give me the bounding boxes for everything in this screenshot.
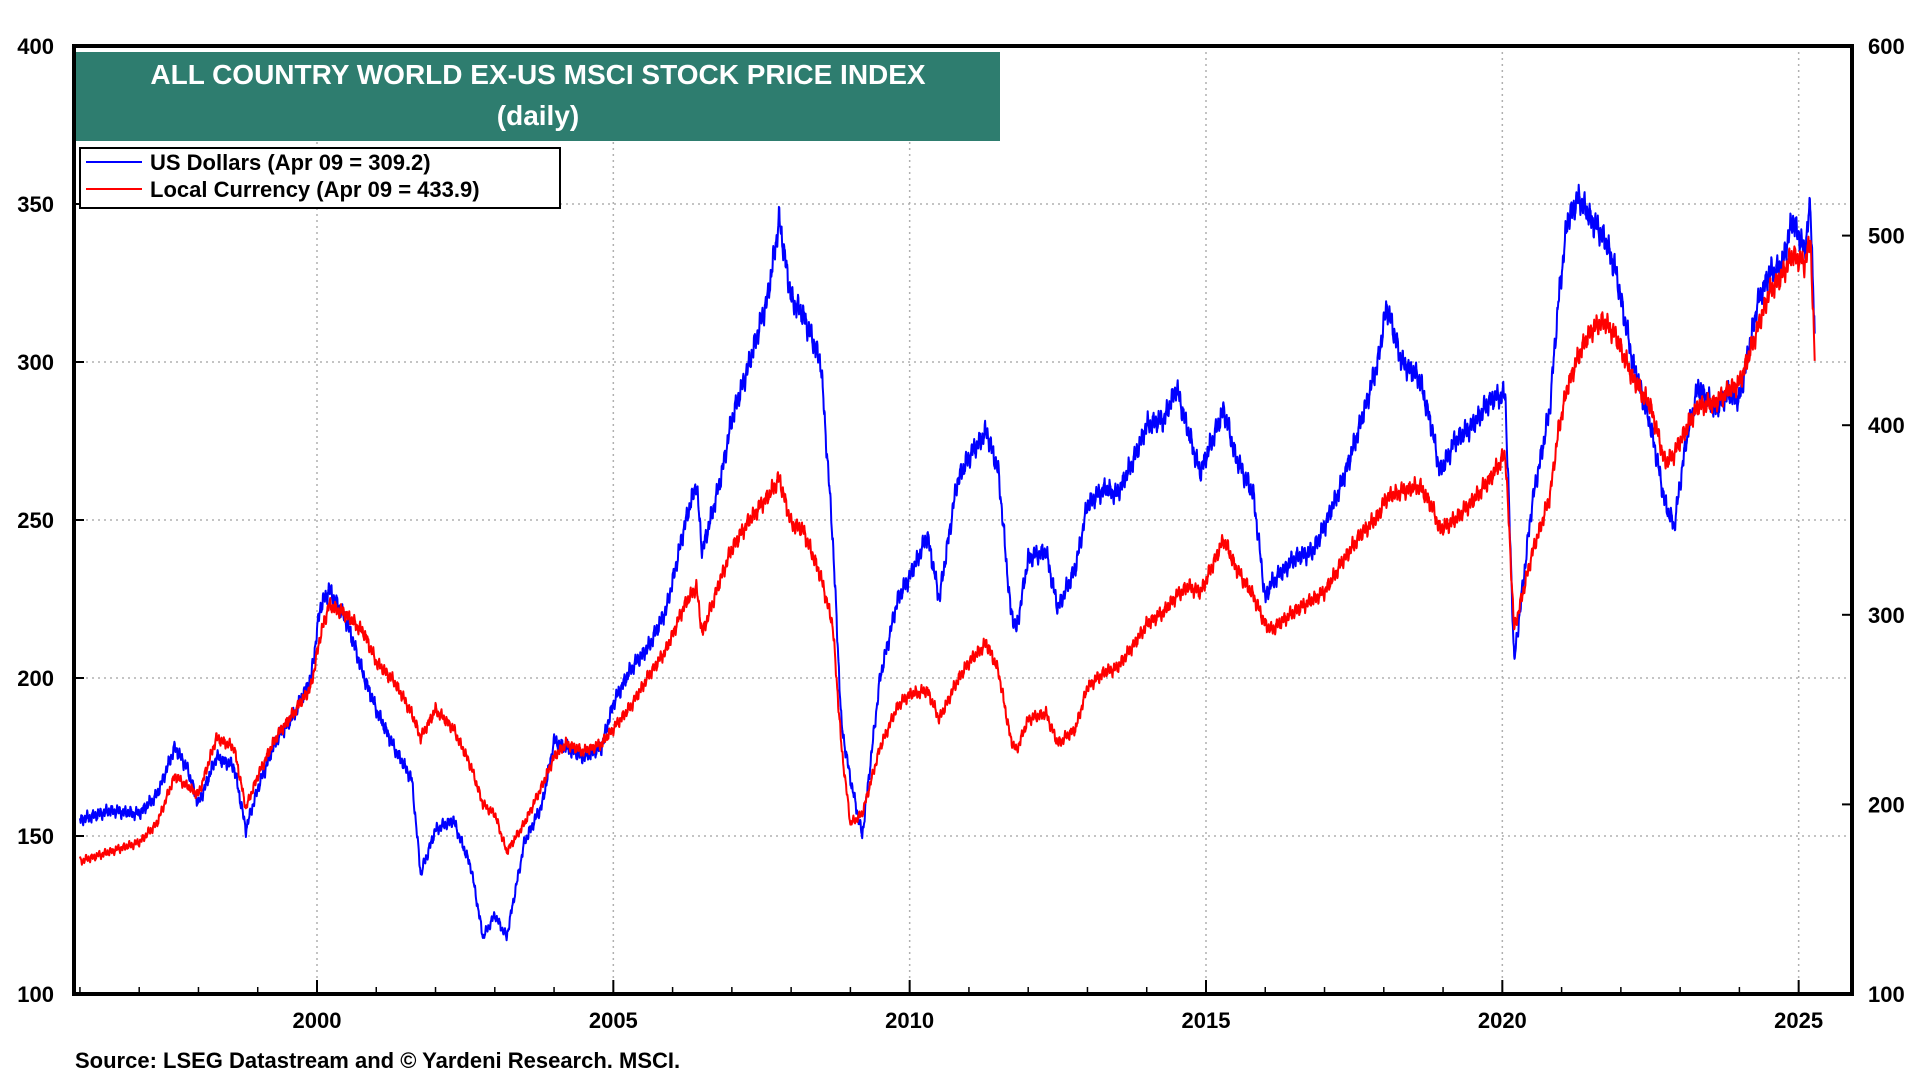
legend-label-usd: US Dollars (Apr 09 = 309.2) bbox=[150, 150, 431, 175]
y-left-tick-label: 350 bbox=[17, 192, 54, 217]
legend: US Dollars (Apr 09 = 309.2) Local Curren… bbox=[79, 147, 561, 209]
chart-subtitle: (daily) bbox=[497, 100, 579, 131]
y-left-tick-label: 400 bbox=[17, 34, 54, 59]
y-left-tick-label: 200 bbox=[17, 666, 54, 691]
y-left-tick-label: 100 bbox=[17, 982, 54, 1007]
axis-layer: 100 150 200 250 300 350 400 100 200 300 400 500 600 2… bbox=[17, 34, 1904, 1033]
y-right-tick-label: 400 bbox=[1868, 413, 1905, 438]
y-right-tick-label: 300 bbox=[1868, 603, 1905, 628]
y-left-tick-label: 150 bbox=[17, 824, 54, 849]
x-tick-label: 2025 bbox=[1774, 1008, 1823, 1033]
title-box: ALL COUNTRY WORLD EX-US MSCI STOCK PRICE… bbox=[76, 52, 1000, 141]
series-layer bbox=[78, 183, 1816, 942]
x-tick-label: 2015 bbox=[1182, 1008, 1231, 1033]
y-right-tick-label: 500 bbox=[1868, 224, 1905, 249]
y-left-tick-label: 300 bbox=[17, 350, 54, 375]
x-tick-label: 2020 bbox=[1478, 1008, 1527, 1033]
series-line-local bbox=[78, 235, 1816, 866]
source-note: Source: LSEG Datastream and © Yardeni Re… bbox=[75, 1048, 680, 1073]
title-background bbox=[76, 52, 1000, 141]
x-tick-label: 2005 bbox=[589, 1008, 638, 1033]
legend-box bbox=[79, 147, 561, 209]
series-line-usd bbox=[78, 183, 1816, 942]
legend-label-local: Local Currency (Apr 09 = 433.9) bbox=[150, 177, 480, 202]
y-right-tick-label: 200 bbox=[1868, 792, 1905, 817]
y-left-tick-label: 250 bbox=[17, 508, 54, 533]
x-tick-label: 2000 bbox=[293, 1008, 342, 1033]
y-right-tick-label: 100 bbox=[1868, 982, 1905, 1007]
chart-title: ALL COUNTRY WORLD EX-US MSCI STOCK PRICE… bbox=[150, 59, 926, 90]
y-right-tick-label: 600 bbox=[1868, 34, 1905, 59]
x-tick-label: 2010 bbox=[885, 1008, 934, 1033]
